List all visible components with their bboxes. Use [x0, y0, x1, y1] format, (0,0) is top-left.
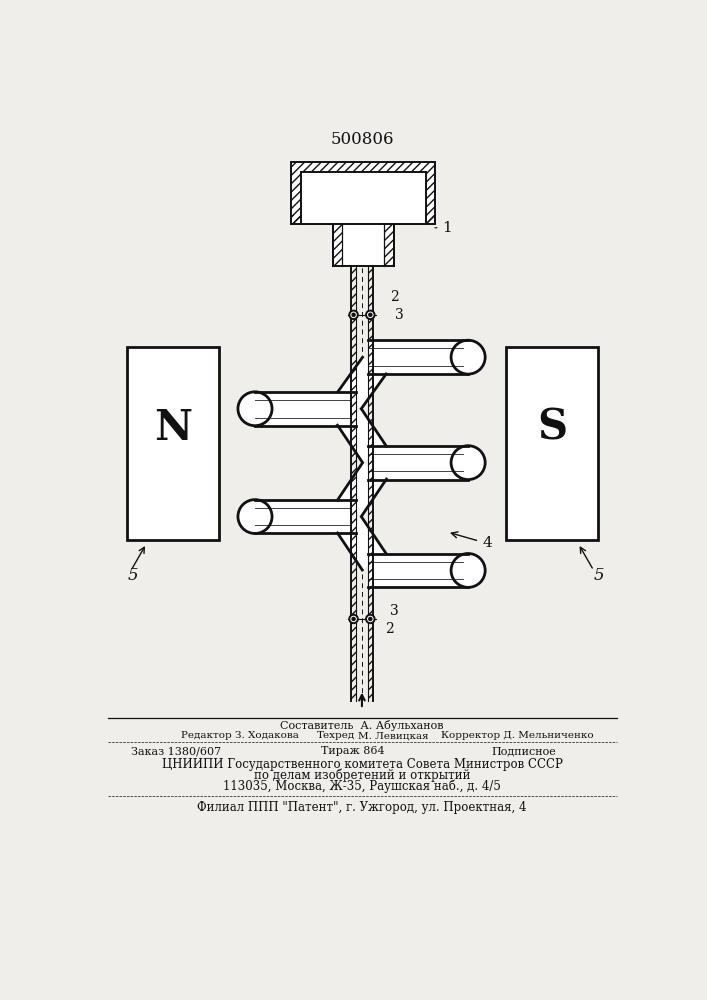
- Bar: [368, 619, 373, 701]
- Bar: [291, 215, 332, 224]
- Text: М. Левицкая: М. Левицкая: [358, 732, 428, 740]
- Text: Тираж 864: Тираж 864: [321, 746, 385, 756]
- Bar: [368, 315, 373, 619]
- Text: Подписное: Подписное: [491, 746, 556, 756]
- Text: Корректор Д. Мельниченко: Корректор Д. Мельниченко: [441, 732, 594, 740]
- Bar: [368, 446, 468, 480]
- Circle shape: [366, 615, 375, 623]
- Text: 2: 2: [390, 290, 399, 304]
- Bar: [368, 266, 373, 315]
- Text: Заказ 1380/607: Заказ 1380/607: [131, 746, 221, 756]
- Bar: [291, 162, 332, 224]
- Bar: [351, 266, 356, 315]
- Text: 5: 5: [127, 567, 138, 584]
- Bar: [332, 162, 394, 172]
- Text: 4: 4: [451, 532, 492, 550]
- Text: N: N: [154, 407, 192, 449]
- Circle shape: [352, 617, 355, 620]
- Text: Редактор З. Ходакова: Редактор З. Ходакова: [182, 732, 299, 740]
- Polygon shape: [338, 357, 386, 409]
- Bar: [506, 347, 597, 540]
- Circle shape: [352, 313, 355, 316]
- Text: 3: 3: [395, 308, 403, 322]
- Bar: [351, 315, 356, 619]
- Bar: [332, 224, 341, 266]
- Bar: [255, 392, 356, 426]
- Bar: [351, 619, 356, 701]
- Text: 2: 2: [385, 622, 394, 636]
- Circle shape: [369, 617, 372, 620]
- Text: Филиал ППП "Патент", г. Ужгород, ул. Проектная, 4: Филиал ППП "Патент", г. Ужгород, ул. Про…: [197, 801, 527, 814]
- Circle shape: [238, 500, 272, 533]
- Polygon shape: [291, 162, 435, 266]
- Bar: [385, 224, 394, 266]
- Bar: [300, 172, 426, 224]
- Text: 3: 3: [390, 604, 399, 618]
- Text: Составитель  А. Абульханов: Составитель А. Абульханов: [280, 720, 444, 731]
- Bar: [394, 162, 435, 224]
- Text: Техред: Техред: [317, 732, 355, 740]
- Bar: [394, 215, 435, 224]
- Circle shape: [349, 311, 358, 319]
- Circle shape: [369, 313, 372, 316]
- Bar: [368, 340, 468, 374]
- Text: ЦНИИПИ Государственного комитета Совета Министров СССР: ЦНИИПИ Государственного комитета Совета …: [161, 758, 562, 771]
- Polygon shape: [337, 409, 387, 462]
- Text: S: S: [537, 407, 567, 449]
- Text: по делам изобретений и открытий: по делам изобретений и открытий: [254, 769, 470, 782]
- Bar: [255, 500, 356, 533]
- Text: 5: 5: [594, 567, 604, 584]
- Text: 113035, Москва, Ж-35, Раушская наб., д. 4/5: 113035, Москва, Ж-35, Раушская наб., д. …: [223, 779, 501, 793]
- Circle shape: [451, 446, 485, 480]
- Polygon shape: [337, 463, 387, 516]
- Circle shape: [238, 392, 272, 426]
- Circle shape: [366, 311, 375, 319]
- Bar: [127, 347, 218, 540]
- Bar: [368, 554, 468, 587]
- Circle shape: [451, 554, 485, 587]
- Text: 500806: 500806: [330, 131, 394, 148]
- Circle shape: [451, 340, 485, 374]
- Text: 1: 1: [435, 221, 452, 235]
- Circle shape: [349, 615, 358, 623]
- Polygon shape: [337, 517, 387, 570]
